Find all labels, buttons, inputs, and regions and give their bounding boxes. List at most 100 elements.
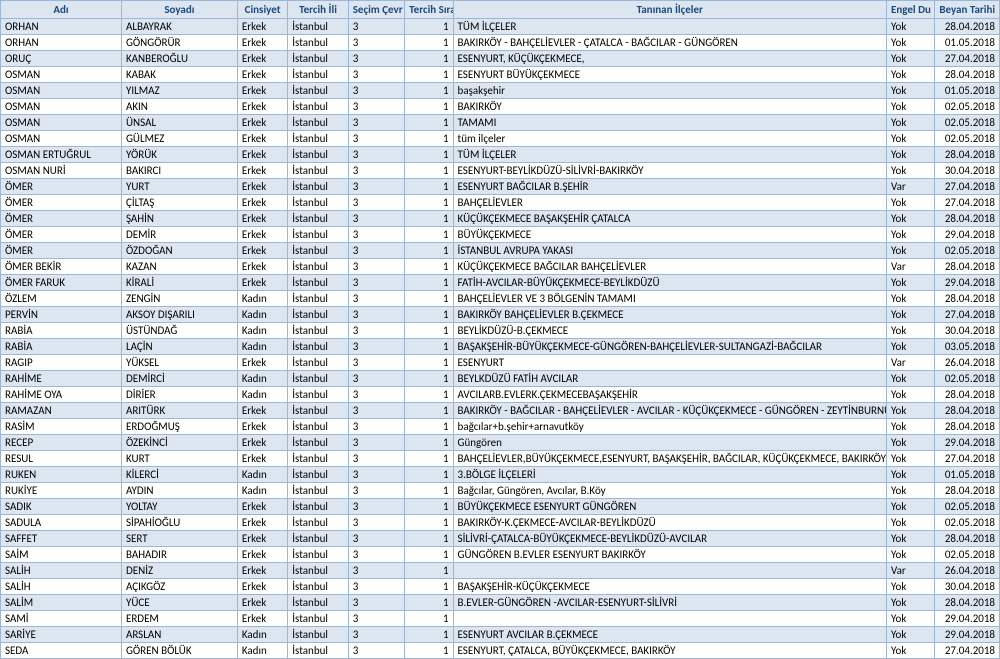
cell[interactable]: Erkek (237, 179, 287, 195)
cell[interactable]: YURT (121, 179, 237, 195)
cell[interactable]: 1 (405, 83, 453, 99)
cell[interactable]: GÖREN BÖLÜK (121, 643, 237, 659)
cell[interactable]: İstanbul (288, 531, 348, 547)
cell[interactable]: 3 (348, 643, 404, 659)
cell[interactable]: İstanbul (288, 291, 348, 307)
cell[interactable]: RAHİME OYA (1, 387, 122, 403)
cell[interactable]: SADIK (1, 499, 122, 515)
cell[interactable]: 1 (405, 435, 453, 451)
cell[interactable]: ÇİLTAŞ (121, 195, 237, 211)
cell[interactable]: Erkek (237, 611, 287, 627)
cell[interactable]: 3 (348, 403, 404, 419)
cell[interactable]: SEDA (1, 643, 122, 659)
cell[interactable]: ÖZLEM (1, 291, 122, 307)
cell[interactable]: 30.04.2018 (935, 323, 1000, 339)
cell[interactable]: GÜNGÖREN B.EVLER ESENYURT BAKIRKÖY (453, 547, 886, 563)
cell[interactable]: ALBAYRAK (121, 19, 237, 35)
cell[interactable]: 1 (405, 643, 453, 659)
cell[interactable]: Yok (887, 547, 935, 563)
table-row[interactable]: SAMİERDEMErkekİstanbul31Yok29.04.2018 (1, 611, 1000, 627)
cell[interactable]: TÜM İLÇELER (453, 147, 886, 163)
cell[interactable]: BAKIRKÖY - BAĞCILAR - BAHÇELİEVLER - AVC… (453, 403, 886, 419)
cell[interactable]: ŞAHİN (121, 211, 237, 227)
cell[interactable]: SİLİVRİ-ÇATALCA-BÜYÜKÇEKMECE-BEYLİKDÜZÜ-… (453, 531, 886, 547)
cell[interactable]: 1 (405, 195, 453, 211)
cell[interactable]: BAHÇELİEVLER (453, 195, 886, 211)
cell[interactable]: RABİA (1, 339, 122, 355)
cell[interactable]: 1 (405, 595, 453, 611)
cell[interactable]: Yok (887, 483, 935, 499)
cell[interactable]: 1 (405, 627, 453, 643)
cell[interactable]: bağcılar+b.şehir+arnavutköy (453, 419, 886, 435)
cell[interactable]: Erkek (237, 451, 287, 467)
cell[interactable]: İstanbul (288, 595, 348, 611)
table-row[interactable]: ORHANALBAYRAKErkekİstanbul31TÜM İLÇELERY… (1, 19, 1000, 35)
cell[interactable]: Yok (887, 595, 935, 611)
cell[interactable]: DEMİR (121, 227, 237, 243)
cell[interactable]: İstanbul (288, 83, 348, 99)
table-row[interactable]: SEDAGÖREN BÖLÜKKadınİstanbul31ESENYURT, … (1, 643, 1000, 659)
cell[interactable]: Erkek (237, 147, 287, 163)
cell[interactable]: 28.04.2018 (935, 67, 1000, 83)
cell[interactable]: İstanbul (288, 307, 348, 323)
cell[interactable]: RECEP (1, 435, 122, 451)
cell[interactable]: İstanbul (288, 547, 348, 563)
cell[interactable] (453, 563, 886, 579)
cell[interactable]: Kadın (237, 291, 287, 307)
cell[interactable]: SADULA (1, 515, 122, 531)
cell[interactable]: ÖZEKİNCİ (121, 435, 237, 451)
col-engel[interactable]: Engel Du (887, 1, 935, 19)
cell[interactable]: OSMAN (1, 99, 122, 115)
cell[interactable]: ERDOĞMUŞ (121, 419, 237, 435)
cell[interactable]: 3 (348, 515, 404, 531)
cell[interactable]: Kadın (237, 467, 287, 483)
table-row[interactable]: OSMAN NURİBAKIRCIErkekİstanbul31ESENYURT… (1, 163, 1000, 179)
cell[interactable]: PERVİN (1, 307, 122, 323)
cell[interactable]: YILMAZ (121, 83, 237, 99)
cell[interactable]: İstanbul (288, 467, 348, 483)
cell[interactable]: 01.05.2018 (935, 467, 1000, 483)
cell[interactable]: Erkek (237, 83, 287, 99)
cell[interactable]: 1 (405, 451, 453, 467)
cell[interactable]: KİRALİ (121, 275, 237, 291)
cell[interactable]: ESENYURT, KÜÇÜKÇEKMECE, (453, 51, 886, 67)
cell[interactable]: İstanbul (288, 51, 348, 67)
cell[interactable]: RUKEN (1, 467, 122, 483)
cell[interactable]: İstanbul (288, 451, 348, 467)
table-row[interactable]: ÖMERDEMİRErkekİstanbul31BÜYÜKÇEKMECEYok2… (1, 227, 1000, 243)
cell[interactable]: BEYLİKDÜZÜ-B.ÇEKMECE (453, 323, 886, 339)
cell[interactable]: Erkek (237, 419, 287, 435)
table-row[interactable]: OSMANAKINErkekİstanbul31BAKIRKÖYYok02.05… (1, 99, 1000, 115)
cell[interactable]: Erkek (237, 195, 287, 211)
cell[interactable]: OSMAN ERTUĞRUL (1, 147, 122, 163)
cell[interactable]: 27.04.2018 (935, 195, 1000, 211)
cell[interactable]: Erkek (237, 563, 287, 579)
cell[interactable]: Kadın (237, 323, 287, 339)
cell[interactable]: İstanbul (288, 355, 348, 371)
cell[interactable]: 3 (348, 451, 404, 467)
cell[interactable]: 02.05.2018 (935, 499, 1000, 515)
cell[interactable]: 28.04.2018 (935, 595, 1000, 611)
cell[interactable]: Yok (887, 163, 935, 179)
cell[interactable]: 02.05.2018 (935, 131, 1000, 147)
cell[interactable]: 3 (348, 179, 404, 195)
cell[interactable]: 1 (405, 467, 453, 483)
cell[interactable]: Kadın (237, 387, 287, 403)
cell[interactable]: 28.04.2018 (935, 483, 1000, 499)
table-row[interactable]: ÖMERYURTErkekİstanbul31ESENYURT BAĞCILAR… (1, 179, 1000, 195)
cell[interactable]: 3 (348, 435, 404, 451)
cell[interactable]: OSMAN NURİ (1, 163, 122, 179)
cell[interactable]: Yok (887, 435, 935, 451)
cell[interactable]: BAHÇELİEVLER,BÜYÜKÇEKMECE,ESENYURT, BAŞA… (453, 451, 886, 467)
cell[interactable]: 3 (348, 51, 404, 67)
cell[interactable]: KÜÇÜKÇEKMECE BAĞCILAR BAHÇELİEVLER (453, 259, 886, 275)
cell[interactable]: 29.04.2018 (935, 227, 1000, 243)
cell[interactable]: 02.05.2018 (935, 371, 1000, 387)
cell[interactable]: 3 (348, 243, 404, 259)
cell[interactable]: Var (887, 179, 935, 195)
cell[interactable]: SALİH (1, 579, 122, 595)
cell[interactable]: İSTANBUL AVRUPA YAKASI (453, 243, 886, 259)
cell[interactable]: 3 (348, 323, 404, 339)
cell[interactable]: İstanbul (288, 611, 348, 627)
cell[interactable]: İstanbul (288, 227, 348, 243)
